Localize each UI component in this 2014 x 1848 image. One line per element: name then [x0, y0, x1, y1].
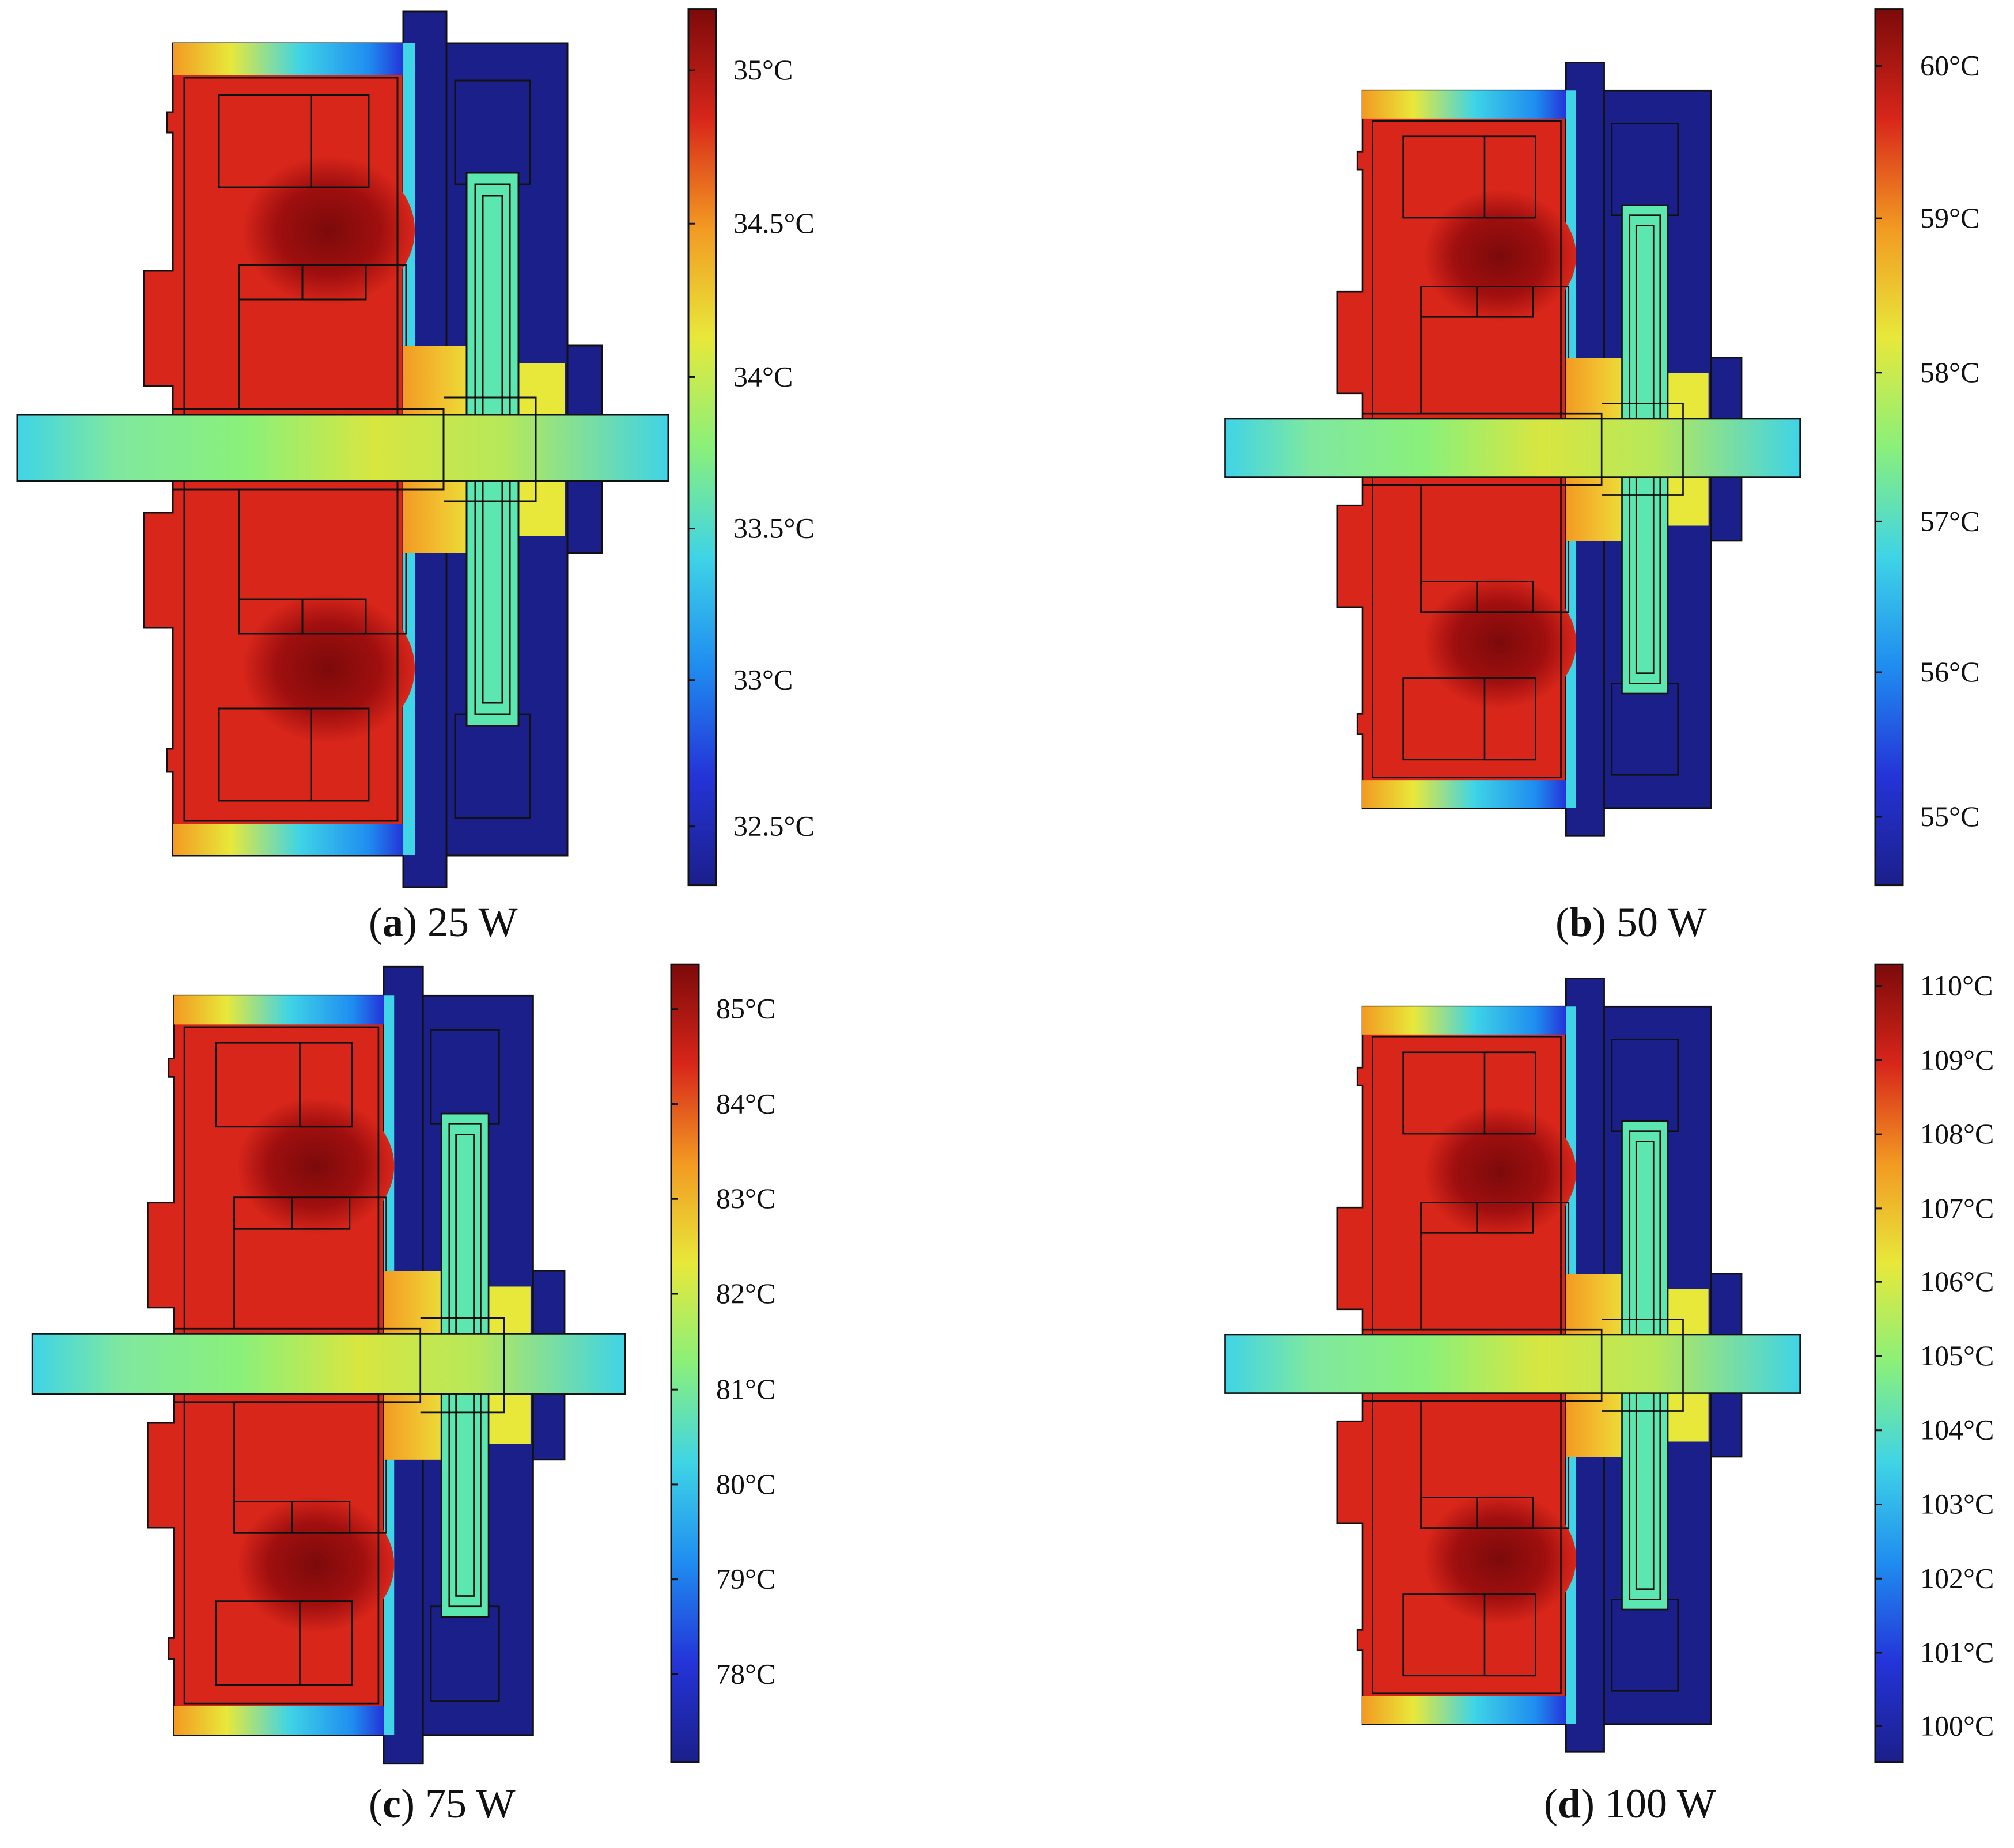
panel-a: 35°C 34.5°C 34°C 33.5°C 33°C 32.5°C (a) 25 W [0, 0, 1007, 956]
colorbar-tick-label: 101°C [1920, 1636, 1994, 1668]
panel-b: 60°C 59°C 58°C 57°C 56°C 55°C (b) 50 W [1210, 0, 2014, 956]
colorbar-tick-label: 33.5°C [733, 512, 815, 544]
colorbar-tick-label: 83°C [716, 1182, 775, 1214]
colorbar: 110°C 109°C 108°C 107°C 106°C 105°C 104°C 103°C… [1874, 963, 1994, 1763]
colorbar-tick-label: 34°C [733, 360, 793, 392]
colorbar-tick-label: 56°C [1920, 656, 1979, 688]
motor-body [16, 10, 669, 888]
motor-temperature-map [31, 965, 626, 1765]
panel-caption: (c) 75 W [369, 1781, 516, 1827]
panel-c: 85°C 84°C 83°C 82°C 81°C 80°C 79°C 78°C (c) 75 … [0, 956, 1007, 1848]
colorbar-tick-label: 105°C [1920, 1339, 1994, 1372]
panel-caption: (b) 50 W [1555, 899, 1707, 945]
motor-body [1224, 978, 1801, 1753]
colorbar-tick-label: 60°C [1920, 49, 1979, 81]
motor-body [1224, 62, 1801, 837]
colorbar-tick-label: 103°C [1920, 1488, 1994, 1520]
colorbar: 85°C 84°C 83°C 82°C 81°C 80°C 79°C 78°C [670, 963, 775, 1763]
colorbar-tick-label: 81°C [716, 1373, 775, 1405]
colorbar-gradient [1874, 8, 1904, 887]
colorbar-tick-label: 58°C [1920, 356, 1979, 388]
colorbar-tick-label: 79°C [716, 1563, 775, 1595]
motor-temperature-map [16, 10, 669, 888]
colorbar-gradient [670, 963, 700, 1763]
colorbar-gradient [1874, 963, 1904, 1763]
colorbar-tick-label: 32.5°C [733, 810, 815, 842]
colorbar-tick-label: 78°C [716, 1657, 775, 1690]
colorbar-tick-label: 106°C [1920, 1265, 1994, 1297]
colorbar-tick-label: 55°C [1920, 800, 1979, 832]
colorbar-gradient [687, 8, 717, 887]
colorbar-tick-label: 104°C [1920, 1414, 1994, 1446]
colorbar-tick-label: 109°C [1920, 1043, 1994, 1076]
panel-d: 110°C 109°C 108°C 107°C 106°C 105°C 104°C 103°C… [1210, 956, 2014, 1848]
colorbar-tick-label: 80°C [716, 1468, 775, 1500]
colorbar-tick-label: 102°C [1920, 1562, 1994, 1594]
colorbar-tick-label: 59°C [1920, 202, 1979, 234]
colorbar-tick-label: 108°C [1920, 1118, 1994, 1150]
colorbar-tick-label: 110°C [1920, 970, 1993, 1002]
motor-temperature-map [1224, 62, 1801, 837]
colorbar: 35°C 34.5°C 34°C 33.5°C 33°C 32.5°C [687, 8, 815, 887]
colorbar: 60°C 59°C 58°C 57°C 56°C 55°C [1874, 8, 1979, 887]
colorbar-tick-label: 33°C [733, 664, 793, 696]
motor-temperature-map [1224, 978, 1801, 1753]
colorbar-tick-label: 85°C [716, 993, 775, 1025]
colorbar-tick-label: 35°C [733, 54, 793, 86]
colorbar-tick-label: 82°C [716, 1277, 775, 1309]
colorbar-tick-label: 100°C [1920, 1709, 1994, 1741]
colorbar-tick-label: 107°C [1920, 1192, 1994, 1224]
colorbar-tick-label: 84°C [716, 1087, 775, 1119]
colorbar-tick-label: 34.5°C [733, 207, 815, 239]
motor-body [31, 965, 626, 1765]
panel-caption: (a) 25 W [369, 899, 518, 945]
colorbar-tick-label: 57°C [1920, 505, 1979, 537]
panel-caption: (d) 100 W [1544, 1781, 1716, 1827]
